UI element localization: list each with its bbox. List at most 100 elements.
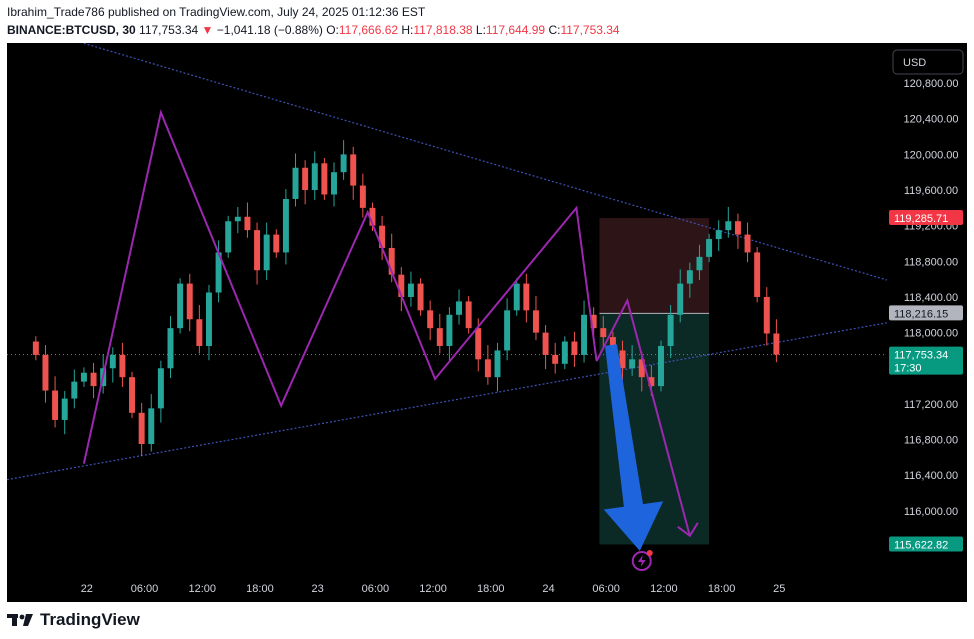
high-label: H: [401,23,414,37]
candle-body [609,337,616,351]
candle-body [263,234,270,271]
candle-body [542,332,549,355]
candle-body [571,341,578,355]
notification-dot-icon [646,550,653,556]
candle-body [561,341,568,364]
candle-body [552,354,559,364]
chart-panel[interactable]: 116,000.00 116,400.00 116,800.00 117,200.00… [7,43,967,602]
y-tick-label: 118,400.00 [904,292,958,304]
candle-body [475,328,482,360]
candle-body [504,310,511,351]
candle-body [523,283,530,311]
candle-body [696,256,703,271]
x-tick-label: 18:00 [246,583,274,595]
footer-brand-text: TradingView [40,610,140,629]
y-tick-label: 118,000.00 [904,328,958,340]
publish-line: Ibrahim_Trade786 published on TradingVie… [7,5,425,19]
candle-body [658,345,664,387]
x-tick-label: 12:00 [650,583,678,595]
candle-body [71,381,78,399]
lightning-icon[interactable] [631,551,652,571]
y-tick-label: 120,400.00 [903,114,958,126]
candle-body [465,301,472,329]
candle-body [407,283,414,297]
currency-button-label[interactable]: USD [903,57,926,69]
candle-body [80,372,87,382]
candle-body [532,310,539,333]
candle-body [677,283,684,315]
candle-body [32,341,39,355]
price-label: 119,285.71 [894,213,948,225]
candle-body [629,359,636,369]
candle-body [686,270,693,284]
x-tick-label: 23 [312,583,324,595]
projection-arrowhead [677,522,699,538]
footer-brand: TradingView [7,610,140,630]
candle-body [436,328,443,346]
price-label: 117,753.34 [894,350,948,362]
candle-body [61,398,68,420]
candle-body [167,328,174,369]
candle-body [706,239,713,257]
candle-body [321,163,328,195]
down-arrow-drawing[interactable] [603,344,664,551]
x-tick-label: 18:00 [477,583,505,595]
candle-body [590,314,597,329]
tradingview-logo-icon [7,614,33,626]
lightning-bolt-icon [637,555,646,567]
low-label: L: [475,23,486,37]
y-tick-label: 118,800.00 [904,256,958,268]
price-label: 118,216.15 [894,308,948,320]
price-label-bg [889,305,963,321]
currency-button[interactable] [892,49,964,75]
candle-body [734,221,741,235]
publish-text: Ibrahim_Trade786 published on TradingVie… [7,5,426,19]
candle-body [600,328,607,338]
last-price: 117,753.34 [139,23,199,37]
candle-body [667,314,674,346]
candle-body [273,234,280,253]
open-value: 117,666.62 [338,23,399,37]
zigzag-pattern[interactable] [82,109,598,464]
y-tick-label: 117,200.00 [904,399,958,411]
projection-path[interactable] [595,297,691,537]
x-tick-label: 06:00 [362,583,390,595]
candle-body [359,185,366,208]
upper-trendline[interactable] [7,43,887,281]
x-tick-label: 18:00 [708,583,736,595]
y-tick-label: 120,000.00 [903,149,958,161]
x-tick-label: 24 [542,583,554,595]
x-tick-label: 06:00 [131,583,159,595]
stop-loss-zone [599,218,710,314]
candle-body [109,354,116,369]
y-tick-label: 116,400.00 [904,470,958,482]
candle-body [648,377,655,387]
candle-body [417,283,424,311]
price-label: 115,622.82 [894,539,948,551]
candle-body [52,390,59,420]
high-value: 117,818.38 [413,23,473,37]
candle-body [225,221,232,253]
x-tick-label: 12:00 [188,583,216,595]
y-tick-label: 116,800.00 [904,435,958,447]
price-chart[interactable]: 116,000.00 116,400.00 116,800.00 117,200.00… [7,43,967,602]
price-label-bg [889,210,963,226]
candle-body [42,354,49,391]
ohlc-line: BINANCE:BTCUSD, 30 117,753.34 ▼ −1,041.1… [7,23,620,37]
candle-body [292,167,299,199]
y-tick-label: 116,000.00 [904,506,958,518]
candle-body [196,319,203,346]
candle-body [715,230,722,240]
candle-body [513,283,520,311]
candle-body [311,163,318,191]
candle-body [215,252,222,293]
candle-body [388,247,395,275]
lower-trendline[interactable] [7,322,887,481]
candle-body [763,296,770,334]
x-tick-label: 22 [81,583,93,595]
candle-body [638,359,645,378]
candle-body [619,350,626,369]
candle-body [90,372,97,387]
candle-body [379,225,386,248]
candle-body [484,359,491,378]
